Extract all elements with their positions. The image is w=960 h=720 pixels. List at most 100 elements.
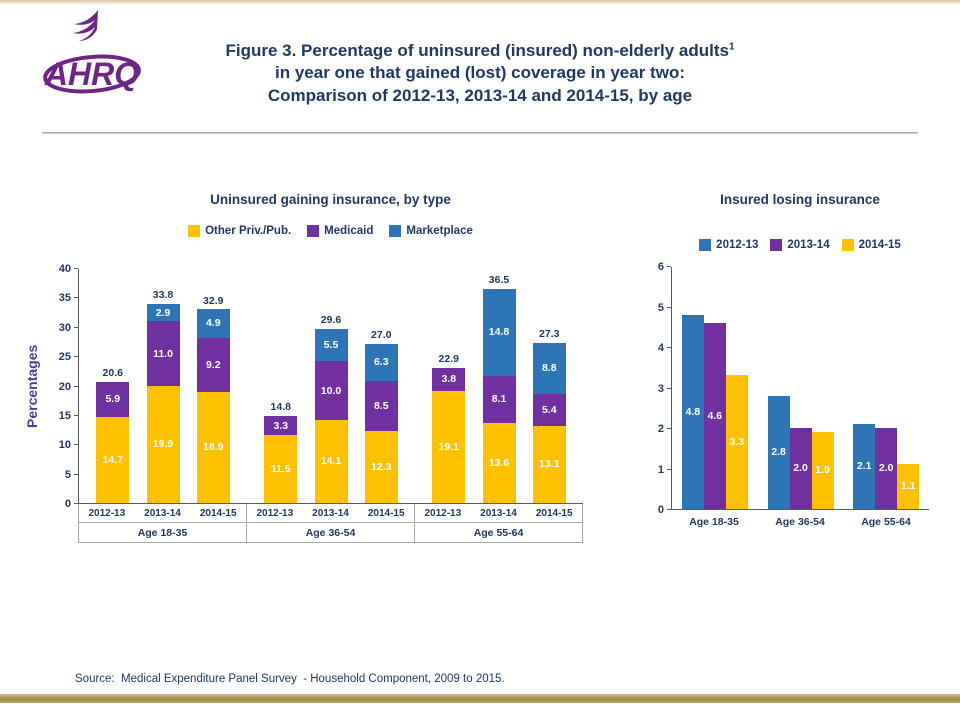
y-tick-mark <box>74 444 78 446</box>
figure-title-line2: in year one that gained (lost) coverage … <box>275 63 685 83</box>
segment-label: 8.8 <box>541 362 557 375</box>
y-tick-mark <box>74 473 78 475</box>
bar: 4.8 <box>681 314 704 509</box>
y-tick-label: 5 <box>64 468 71 481</box>
y-tick-mark <box>74 297 78 299</box>
segment-label: 6.3 <box>373 356 389 369</box>
bar-segment: 13.6 <box>482 423 516 503</box>
legend-label: Marketplace <box>406 225 473 237</box>
stacked-bar: 27.3 8.8 5.4 13.1 <box>532 328 566 503</box>
stacked-bar: 36.5 14.8 8.1 13.6 <box>482 274 516 503</box>
y-tick-label: 0 <box>64 498 71 510</box>
bar-group: 4.8 4.6 3.3 <box>672 267 758 509</box>
legend-swatch <box>389 225 402 237</box>
stacked-bar: 22.9 3.8 19.1 <box>432 353 466 503</box>
eagle-icon <box>73 10 98 41</box>
legend-item: Other Priv./Pub. <box>188 225 291 237</box>
legend-swatch <box>307 225 320 237</box>
y-tick-label: 40 <box>58 263 71 275</box>
bar: 2.8 <box>767 395 790 509</box>
segment-label: 19.9 <box>152 438 174 451</box>
y-tick-label: 10 <box>58 439 71 452</box>
bar: 2.1 <box>853 423 876 509</box>
legend-swatch <box>699 239 712 251</box>
bar: 3.3 <box>725 375 748 509</box>
x-axis-group: 2012-13 2013-14 2014-15 Age 55-64 <box>415 504 583 542</box>
y-axis: 0 1 2 3 4 5 6 <box>645 261 671 516</box>
y-tick-label: 6 <box>657 261 664 273</box>
segment-label: 9.2 <box>205 358 221 371</box>
legend-label: Medicaid <box>324 225 374 237</box>
legend-item: Medicaid <box>307 225 373 237</box>
bar-segment: 19.1 <box>432 390 466 503</box>
segment-label: 5.9 <box>105 393 121 406</box>
bar-segment: 13.1 <box>532 426 566 503</box>
legend-label: 2014-15 <box>858 239 901 251</box>
y-tick-label: 20 <box>58 380 71 393</box>
x-axis-labels: Age 18-35 Age 36-54 Age 55-64 <box>671 510 929 534</box>
x-axis-year-label: 2014-15 <box>535 508 573 519</box>
segment-label: 11.0 <box>153 347 173 360</box>
y-tick-label: 30 <box>58 321 71 334</box>
y-tick-label: 4 <box>657 342 664 354</box>
bar-segment: 10.0 <box>314 361 348 421</box>
x-axis: 2012-13 2013-14 2014-15 Age 18-35 2012-13 201… <box>78 504 583 543</box>
bar-value-label: 1.1 <box>900 480 916 493</box>
logo-swoosh <box>43 54 141 94</box>
segment-label: 5.5 <box>323 339 339 352</box>
bar-segment: 12.3 <box>364 430 398 503</box>
y-tick-mark <box>667 387 671 389</box>
bar: 2.0 <box>875 428 898 509</box>
segment-label: 14.8 <box>488 325 510 338</box>
bar-value-label: 4.6 <box>707 409 723 422</box>
x-axis-year-label: 2014-15 <box>367 508 405 519</box>
legend-swatch <box>188 225 201 237</box>
y-tick-mark <box>667 468 671 470</box>
ahrq-logo-graphic: AHRQ <box>43 10 141 94</box>
stacked-bar: 14.8 3.3 11.5 <box>264 401 298 503</box>
bar-total-label: 22.9 <box>438 353 459 366</box>
y-tick-mark <box>74 326 78 328</box>
bar-value-label: 1.9 <box>815 464 830 477</box>
stacked-bar: 33.8 2.9 11.0 19.9 <box>146 289 180 503</box>
legend-label: Other Priv./Pub. <box>205 225 292 237</box>
legend-label: 2012-13 <box>716 239 759 251</box>
bar-total-label: 14.8 <box>270 401 291 414</box>
bar-segment: 9.2 <box>196 337 230 392</box>
bar: 1.9 <box>811 432 834 509</box>
bar-total-label: 29.6 <box>320 314 342 327</box>
segment-label: 2.9 <box>155 306 171 319</box>
bar-value-label: 3.3 <box>729 435 745 448</box>
legend-item: Marketplace <box>389 225 473 237</box>
segment-label: 13.6 <box>488 456 510 469</box>
segment-label: 18.9 <box>203 441 224 454</box>
segment-label: 3.8 <box>441 373 457 386</box>
x-axis-group: 2012-13 2013-14 2014-15 Age 36-54 <box>247 504 415 542</box>
legend-item: 2013-14 <box>770 239 830 251</box>
bar-segment: 14.1 <box>314 420 348 503</box>
chart-legend: 2012-13 2013-14 2014-15 <box>671 237 929 253</box>
top-accent-band <box>0 0 960 5</box>
x-axis-age-label: Age 36-54 <box>305 527 356 539</box>
bar-group: 14.8 3.3 11.5 29.6 5.5 10.0 14.1 27.0 6.3 8.5 12.3 <box>247 269 415 503</box>
bar-total-label: 27.3 <box>539 327 560 340</box>
chart-title: Uninsured gaining insurance, by type <box>210 192 451 207</box>
y-tick-mark <box>74 356 78 358</box>
bar-segment: 14.7 <box>96 416 130 503</box>
y-tick-mark <box>667 428 671 429</box>
x-axis-year-label: 2012-13 <box>424 508 462 519</box>
insured-losing-chart: Insured losing insurance 2012-13 2013-14 2… <box>645 192 945 534</box>
x-axis-year-label: 2013-14 <box>144 508 181 519</box>
bar-segment: 6.3 <box>364 343 398 381</box>
figure-title: Figure 3. Percentage of uninsured (insur… <box>0 40 960 107</box>
y-tick-mark <box>74 268 78 269</box>
bar-total-label: 36.5 <box>488 273 510 286</box>
x-axis-group: 2012-13 2013-14 2014-15 Age 18-35 <box>79 504 247 542</box>
y-tick-mark <box>667 509 671 510</box>
figure-title-line1: Figure 3. Percentage of uninsured (insur… <box>225 41 735 60</box>
y-tick-mark <box>74 414 78 416</box>
bar-value-label: 2.0 <box>878 462 894 475</box>
segment-label: 14.1 <box>320 455 342 468</box>
bar-value-label: 2.1 <box>856 460 872 473</box>
